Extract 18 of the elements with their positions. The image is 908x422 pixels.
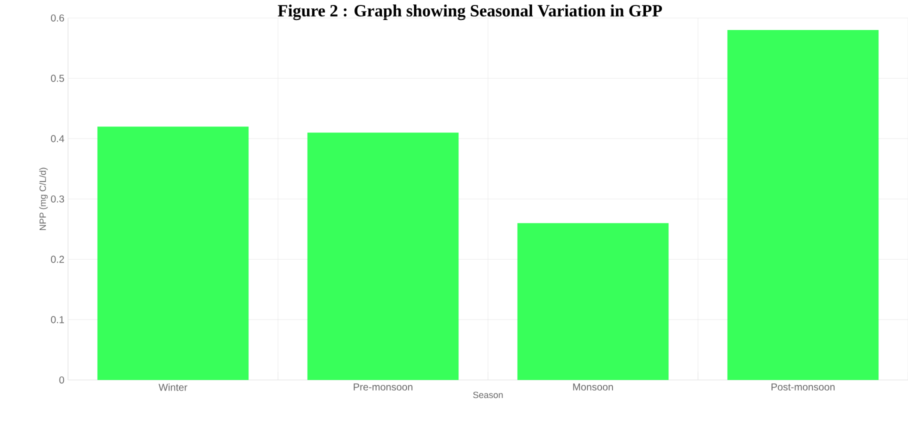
bar (517, 223, 669, 380)
x-axis-title: Season (473, 392, 503, 398)
bar (97, 126, 249, 380)
x-tick-label: Pre-monsoon (354, 384, 412, 390)
y-tick-label: 0.2 (50, 256, 64, 263)
x-tick-label: Post-monsoon (772, 384, 835, 390)
chart-title: Figure 2 : Graph showing Seasonal Variation in GPP (278, 4, 662, 20)
y-tick-label: 0.3 (50, 195, 64, 203)
y-axis-title: NPP (mg C/L/d) (39, 168, 48, 230)
y-tick-label: 0.1 (50, 316, 64, 324)
bar (307, 132, 459, 380)
bar (727, 30, 879, 380)
y-tick-label: 0.6 (50, 14, 64, 22)
x-tick-label: Winter (158, 384, 188, 391)
x-tick-label: Monsoon (573, 384, 613, 390)
y-tick-label: 0 (59, 376, 64, 384)
y-tick-label: 0.4 (50, 135, 64, 142)
y-tick-label: 0.5 (50, 74, 64, 82)
